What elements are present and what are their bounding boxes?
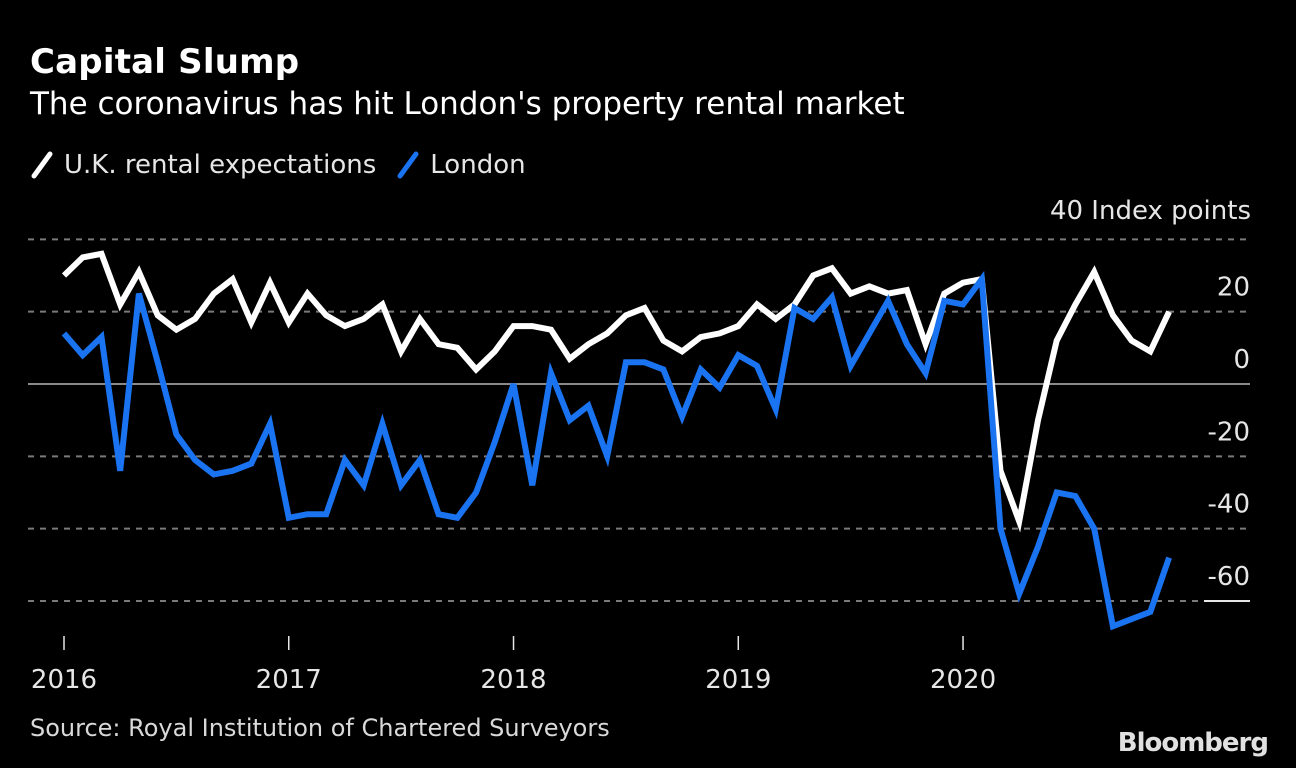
y-tick-label: -60 [1208, 562, 1250, 592]
y-axis-unit-label: 40 Index points [1049, 196, 1251, 226]
legend: U.K. rental expectations London [30, 150, 546, 180]
legend-swatch-uk-icon [31, 151, 53, 179]
chart-title: Capital Slump [30, 42, 300, 82]
y-tick-label: -40 [1208, 490, 1250, 520]
series-line-uk [61, 250, 1172, 533]
x-tick-label: 2017 [256, 665, 322, 695]
legend-label-london: London [430, 150, 526, 180]
bloomberg-logo: Bloomberg [1117, 728, 1269, 758]
x-axis-ticks: 2016 2017 2018 2019 2020 [31, 636, 996, 695]
legend-item-uk: U.K. rental expectations [30, 150, 376, 180]
y-tick-label: -20 [1208, 417, 1250, 447]
y-axis-ticks: 20 0 -20 -40 -60 [1208, 273, 1250, 592]
legend-swatch-london-icon [397, 151, 419, 179]
x-tick-label: 2016 [31, 665, 97, 695]
y-tick-label: 20 [1217, 273, 1250, 303]
series-line-london [61, 270, 1172, 631]
x-tick-label: 2018 [480, 665, 546, 695]
y-tick-label: 0 [1233, 345, 1250, 375]
series-lines [61, 250, 1172, 631]
chart-subtitle: The coronavirus has hit London's propert… [30, 86, 905, 122]
source-note: Source: Royal Institution of Chartered S… [30, 714, 610, 742]
legend-item-london: London [396, 150, 526, 180]
legend-label-uk: U.K. rental expectations [64, 150, 377, 180]
x-tick-label: 2019 [705, 665, 771, 695]
x-tick-label: 2020 [930, 665, 996, 695]
